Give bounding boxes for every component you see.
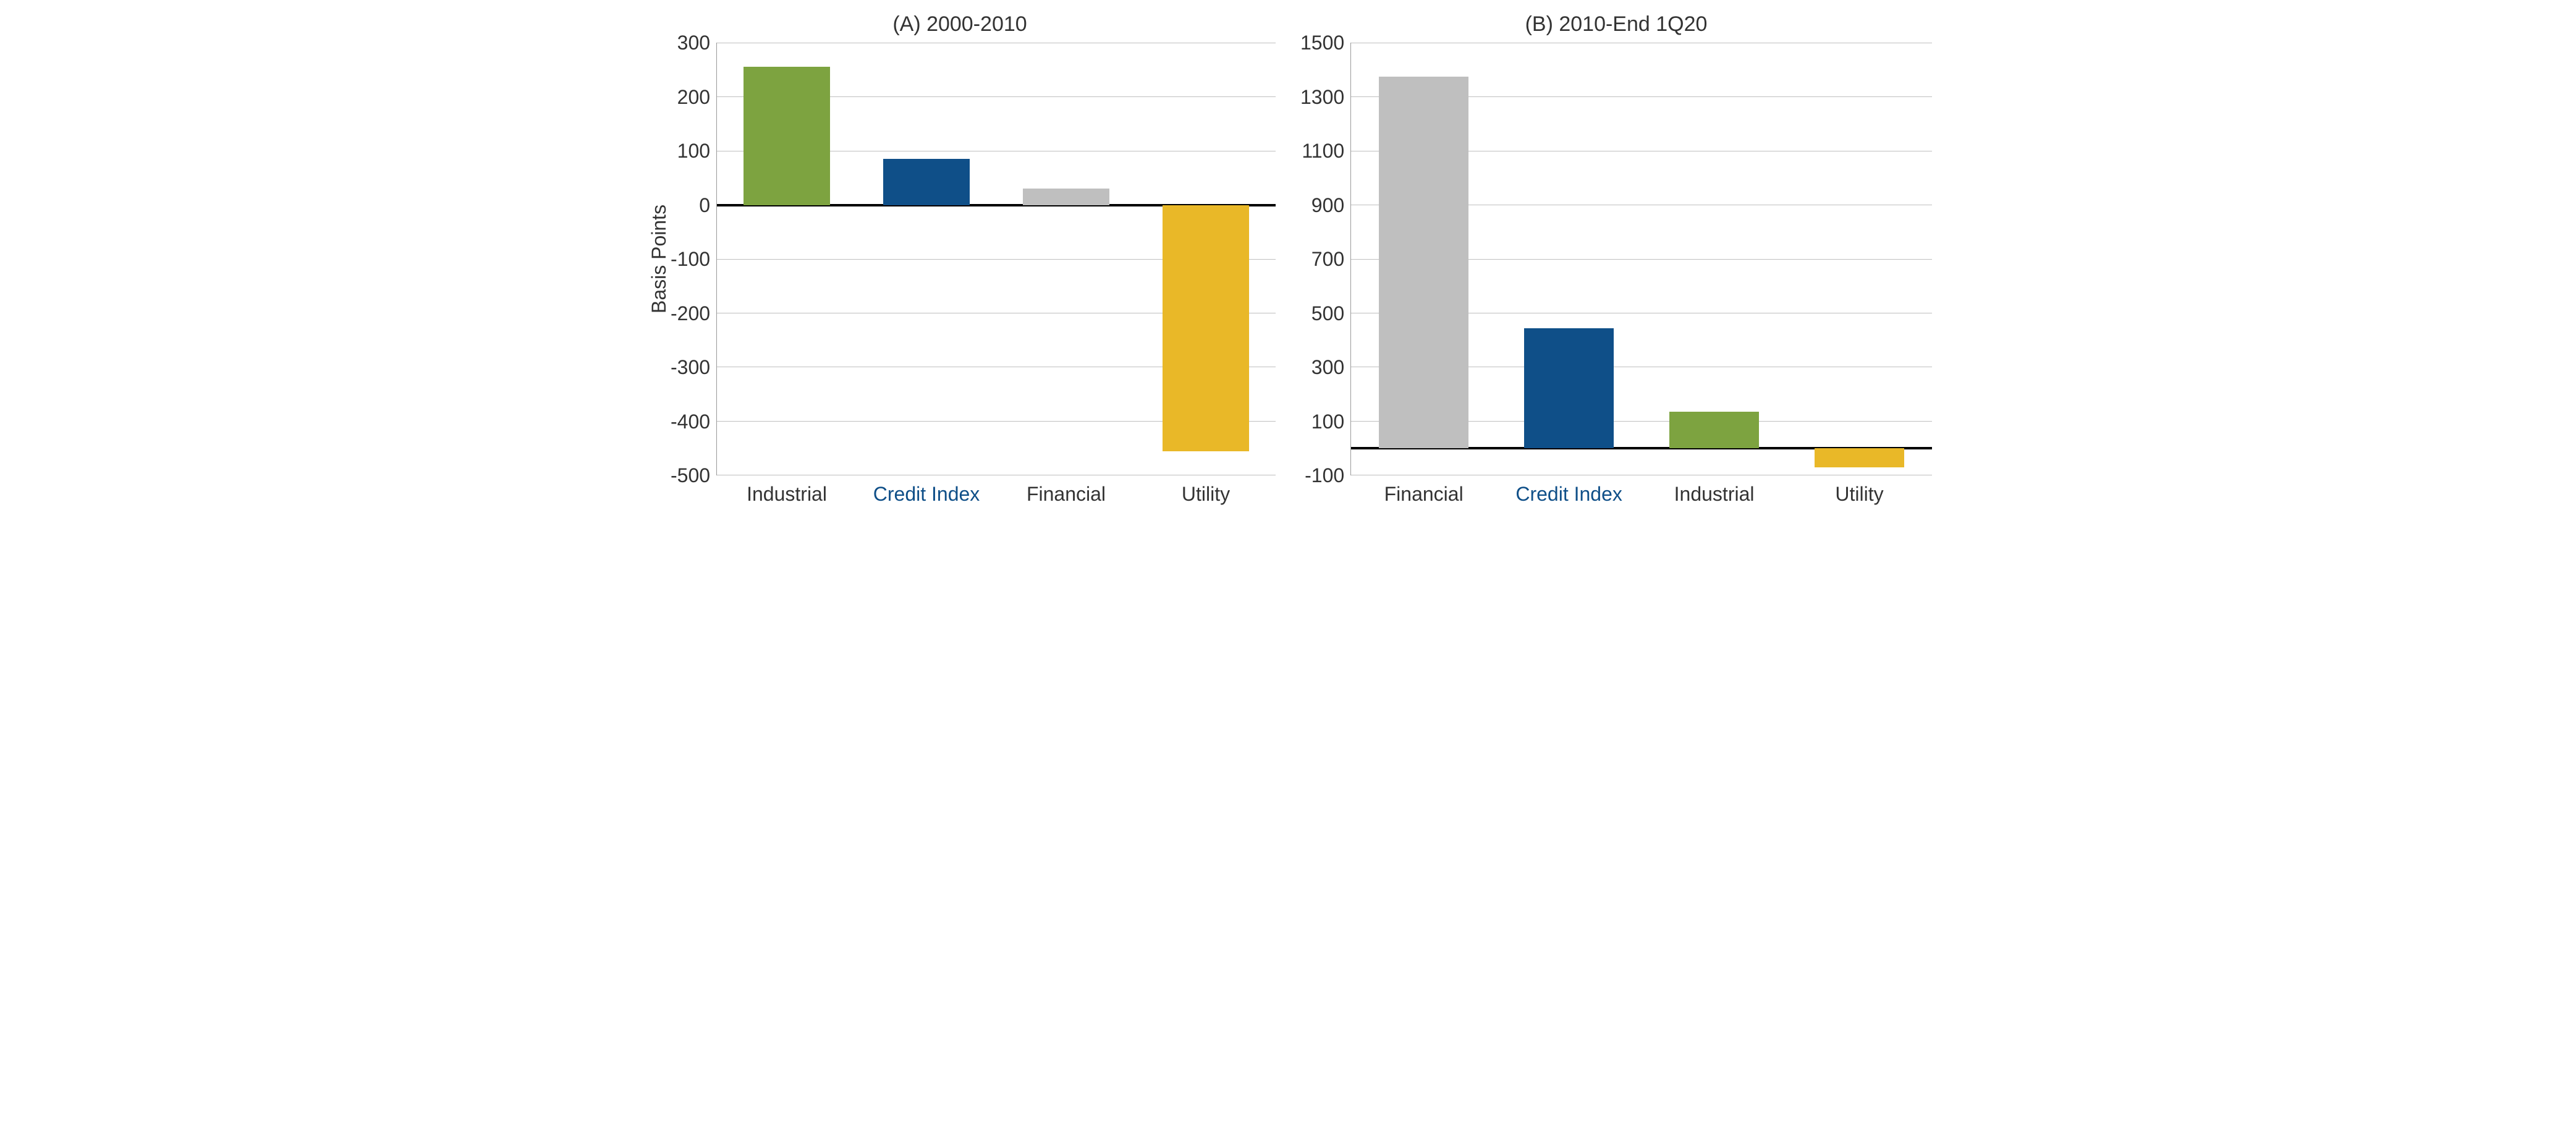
bar-slot <box>1496 43 1642 475</box>
chart-b-body: 150013001100900700500300100-100 <box>1300 43 1932 475</box>
xtick: Credit Index <box>857 483 996 506</box>
xtick: Credit Index <box>1496 483 1642 506</box>
charts-container: (A) 2000-2010 Basis Points 3002001000-10… <box>644 12 1932 506</box>
bar <box>883 159 970 205</box>
bar <box>1669 412 1760 448</box>
chart-b-yaxis: 150013001100900700500300100-100 <box>1300 43 1350 475</box>
bar <box>1524 328 1614 449</box>
chart-a-yaxis: 3002001000-100-200-300-400-500 <box>671 43 716 475</box>
chart-a-title: (A) 2000-2010 <box>644 12 1276 36</box>
xtick: Industrial <box>1642 483 1787 506</box>
xtick: Industrial <box>717 483 857 506</box>
chart-b-plot-area <box>1350 43 1932 475</box>
chart-a-xaxis: IndustrialCredit IndexFinancialUtility <box>717 483 1276 506</box>
xtick: Utility <box>1136 483 1276 506</box>
bar <box>1163 205 1249 451</box>
xtick: Financial <box>1351 483 1496 506</box>
xtick: Financial <box>996 483 1136 506</box>
xtick: Utility <box>1787 483 1932 506</box>
chart-panel-b: (B) 2010-End 1Q20 1500130011009007005003… <box>1300 12 1932 506</box>
bar-slot <box>857 43 996 475</box>
bar <box>1379 77 1469 449</box>
bar <box>1023 189 1109 205</box>
chart-b-title: (B) 2010-End 1Q20 <box>1300 12 1932 36</box>
bar-slot <box>1351 43 1496 475</box>
bar-slot <box>717 43 857 475</box>
bar <box>1815 448 1905 467</box>
bar <box>744 67 830 205</box>
chart-a-ylabel: Basis Points <box>644 43 671 475</box>
bar-slot <box>1136 43 1276 475</box>
bar-slot <box>1787 43 1932 475</box>
chart-a-plot-area <box>716 43 1276 475</box>
chart-b-bars <box>1351 43 1932 475</box>
chart-panel-a: (A) 2000-2010 Basis Points 3002001000-10… <box>644 12 1276 506</box>
bar-slot <box>996 43 1136 475</box>
chart-b-xaxis: FinancialCredit IndexIndustrialUtility <box>1351 483 1932 506</box>
bar-slot <box>1642 43 1787 475</box>
chart-a-body: Basis Points 3002001000-100-200-300-400-… <box>644 43 1276 475</box>
chart-a-bars <box>717 43 1276 475</box>
